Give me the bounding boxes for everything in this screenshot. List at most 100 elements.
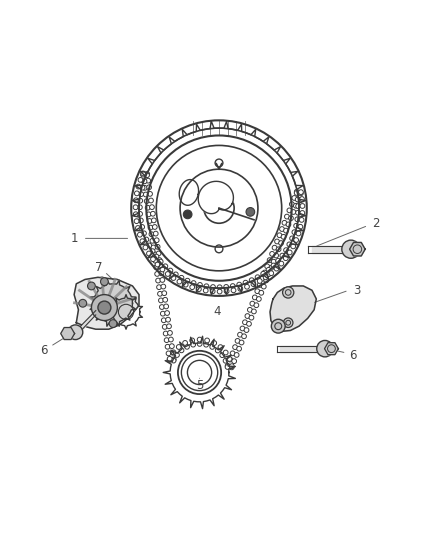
Circle shape [289, 216, 293, 221]
Circle shape [279, 261, 284, 266]
Circle shape [290, 202, 294, 207]
Circle shape [246, 207, 254, 216]
Circle shape [296, 231, 301, 236]
Circle shape [68, 325, 83, 340]
Circle shape [154, 254, 159, 259]
Circle shape [294, 191, 299, 195]
Circle shape [162, 291, 166, 296]
Circle shape [145, 205, 150, 210]
Circle shape [147, 251, 152, 256]
Circle shape [277, 233, 282, 238]
Circle shape [217, 289, 222, 294]
Circle shape [154, 238, 159, 243]
Circle shape [166, 351, 171, 356]
Circle shape [243, 320, 247, 325]
Circle shape [225, 364, 230, 368]
Circle shape [159, 298, 163, 303]
Text: 6: 6 [40, 344, 48, 357]
Circle shape [284, 248, 289, 253]
Circle shape [145, 173, 149, 177]
Circle shape [153, 259, 158, 263]
Circle shape [183, 341, 187, 345]
Circle shape [291, 209, 296, 214]
Text: 1: 1 [71, 232, 78, 245]
Polygon shape [350, 243, 365, 256]
Circle shape [179, 348, 184, 353]
Circle shape [233, 345, 237, 350]
Circle shape [243, 280, 248, 285]
Circle shape [148, 225, 153, 230]
Circle shape [141, 171, 145, 176]
Circle shape [263, 275, 268, 280]
Circle shape [191, 342, 195, 347]
Circle shape [292, 230, 297, 235]
Circle shape [138, 205, 142, 209]
Circle shape [205, 338, 209, 343]
Circle shape [269, 265, 274, 270]
Circle shape [148, 191, 152, 196]
Circle shape [294, 189, 299, 194]
Circle shape [274, 253, 279, 258]
Circle shape [244, 328, 249, 333]
Circle shape [184, 282, 188, 287]
Circle shape [220, 353, 225, 358]
Circle shape [266, 272, 271, 277]
Circle shape [271, 260, 276, 264]
Circle shape [159, 305, 164, 310]
Circle shape [158, 259, 163, 264]
Circle shape [145, 199, 149, 204]
Circle shape [342, 240, 360, 259]
Circle shape [175, 353, 179, 358]
Circle shape [274, 266, 279, 271]
Polygon shape [270, 286, 316, 332]
Circle shape [300, 211, 305, 215]
Circle shape [223, 358, 228, 363]
Circle shape [283, 318, 293, 327]
Circle shape [217, 285, 222, 289]
Circle shape [287, 208, 292, 213]
Circle shape [237, 346, 241, 351]
Circle shape [282, 221, 287, 225]
Circle shape [197, 342, 202, 346]
Circle shape [151, 257, 155, 262]
Circle shape [218, 345, 223, 350]
Circle shape [286, 222, 291, 227]
Circle shape [230, 364, 234, 368]
Circle shape [185, 344, 189, 349]
Circle shape [165, 311, 170, 316]
Circle shape [139, 192, 144, 197]
Circle shape [177, 279, 182, 284]
Circle shape [166, 272, 170, 276]
Circle shape [276, 247, 281, 252]
Circle shape [141, 231, 146, 236]
Circle shape [171, 276, 176, 280]
Circle shape [145, 172, 149, 176]
Circle shape [146, 178, 151, 183]
Circle shape [168, 330, 172, 335]
Circle shape [257, 297, 261, 301]
Circle shape [142, 179, 147, 184]
Circle shape [198, 282, 202, 287]
Circle shape [147, 219, 152, 223]
Polygon shape [90, 280, 136, 326]
Circle shape [225, 365, 230, 369]
Circle shape [291, 244, 296, 249]
Circle shape [140, 185, 145, 190]
Circle shape [224, 285, 229, 289]
Circle shape [285, 214, 289, 219]
Circle shape [292, 196, 297, 200]
Circle shape [269, 271, 274, 276]
Circle shape [150, 238, 155, 243]
Circle shape [156, 278, 160, 283]
Circle shape [142, 185, 147, 190]
Circle shape [134, 191, 139, 196]
Circle shape [266, 268, 271, 272]
Circle shape [271, 263, 276, 268]
Circle shape [294, 223, 299, 228]
Circle shape [249, 315, 254, 320]
Circle shape [154, 265, 159, 270]
Circle shape [138, 212, 142, 216]
Circle shape [167, 358, 172, 362]
Circle shape [152, 218, 156, 223]
Circle shape [159, 271, 164, 276]
